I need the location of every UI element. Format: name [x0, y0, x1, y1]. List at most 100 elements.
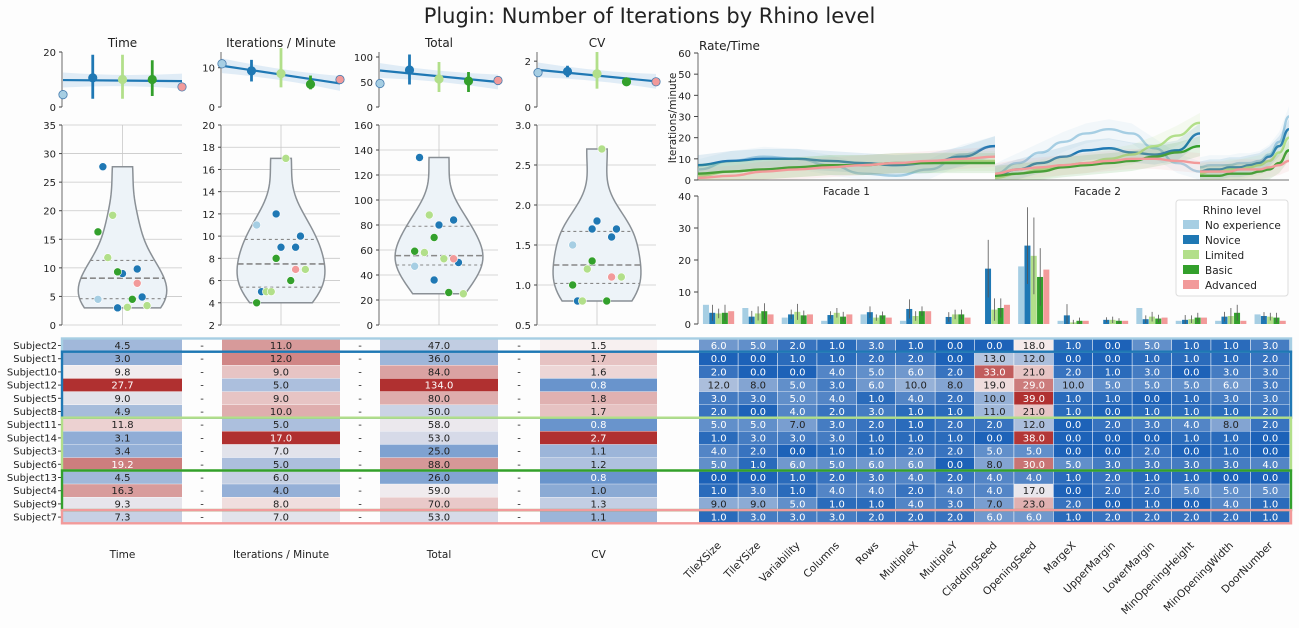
- heatmap-cell-value: 5.0: [1144, 341, 1160, 352]
- heatmap-cell-value: 0.0: [1184, 367, 1200, 378]
- point-marker: [533, 68, 543, 78]
- column-separator: -: [200, 381, 204, 392]
- heatmap-cell-value: 0.0: [1065, 433, 1081, 444]
- heatmap-cell-value: 8.0: [273, 499, 289, 510]
- heatmap-cell: [380, 484, 498, 497]
- heatmap-cell-value: 2.0: [908, 513, 924, 524]
- heatmap-cell-value: 11.0: [983, 407, 1005, 418]
- heatmap-cell: [935, 484, 975, 497]
- heatmap-cell-value: 18.0: [1023, 341, 1045, 352]
- heatmap-cell-value: 5.0: [750, 420, 766, 431]
- heatmap-cell-value: 6.0: [790, 460, 806, 471]
- heatmap-cell-value: 80.0: [428, 394, 450, 405]
- column-separator: -: [358, 433, 362, 444]
- heatmap-cell-value: 5.0: [1223, 486, 1239, 497]
- heatmap-cell-value: 39.0: [1023, 394, 1045, 405]
- column-separator: -: [517, 499, 521, 510]
- heatmap-cell-value: 0.0: [1065, 354, 1081, 365]
- heatmap-cell-value: 3.0: [1223, 460, 1239, 471]
- heatmap-cell-value: 88.0: [428, 460, 450, 471]
- heatmap-cell: [896, 418, 935, 431]
- heatmap-cell-value: 3.0: [1144, 420, 1160, 431]
- heatmap-cell: [738, 378, 778, 392]
- heatmap-cell: [1132, 352, 1172, 365]
- heatmap-cell: [935, 457, 975, 471]
- heatmap-cell: [974, 431, 1014, 445]
- heatmap-cell-value: 4.5: [115, 473, 131, 484]
- heatmap-cell: [540, 405, 657, 418]
- column-separator: -: [200, 367, 204, 378]
- heatmap-cell: [935, 444, 975, 458]
- y-tick-label: 20: [43, 48, 56, 59]
- heatmap-cell: [222, 378, 340, 392]
- y-tick-label: 6: [209, 277, 215, 288]
- heatmap-cell: [1014, 444, 1053, 458]
- point-marker: [335, 74, 345, 85]
- heatmap-cell-value: 3.0: [115, 354, 131, 365]
- point-marker: [276, 69, 286, 79]
- bar: [806, 314, 813, 324]
- subject-label: Subject12: [7, 381, 57, 392]
- heatmap-cell-value: 1.0: [1223, 354, 1239, 365]
- heatmap-cell: [63, 471, 182, 484]
- point-marker: [404, 65, 415, 75]
- subject-point: [587, 224, 597, 234]
- heatmap-cell-value: 5.0: [750, 341, 766, 352]
- heatmap-cell: [817, 510, 856, 524]
- rate-curve: [994, 132, 1201, 177]
- column-separator: -: [358, 460, 362, 471]
- heatmap-cell-value: 0.0: [1105, 433, 1121, 444]
- column-separator: -: [517, 420, 521, 431]
- heatmap-cell: [817, 484, 856, 497]
- heatmap-cell-value: 1.0: [790, 473, 806, 484]
- subject-point: [252, 298, 261, 308]
- heatmap-cell-value: 4.0: [829, 367, 845, 378]
- legend-swatch: [1183, 250, 1199, 259]
- heatmap-cell-value: 0.0: [1144, 433, 1160, 444]
- heatmap-cell-value: 1.2: [591, 460, 607, 471]
- heatmap-cell: [380, 378, 498, 392]
- column-separator: -: [358, 394, 362, 405]
- rate-band: [1200, 119, 1289, 180]
- heatmap-cell-value: 5.0: [1105, 381, 1121, 392]
- heatmap-cell-value: 3.0: [790, 433, 806, 444]
- subject-point: [587, 256, 597, 266]
- heatmap-cell: [1093, 431, 1132, 445]
- heatmap-cell: [699, 418, 738, 431]
- point-marker: [493, 75, 503, 86]
- heatmap-cell-value: 0.0: [711, 473, 727, 484]
- subject-point: [291, 242, 300, 252]
- heatmap-cell: [738, 391, 778, 405]
- bar: [846, 314, 853, 324]
- heatmap-cell: [1014, 431, 1053, 445]
- heatmap-cell-value: 1.0: [829, 341, 845, 352]
- heatmap-cell-value: 2.0: [829, 473, 845, 484]
- heatmap-cell-value: 1.0: [829, 499, 845, 510]
- column-separator: -: [517, 460, 521, 471]
- subject-point: [108, 210, 117, 220]
- subject-label: Subject8: [13, 407, 57, 418]
- y-tick-label: 30: [678, 113, 691, 124]
- heatmap-cell-value: 1.0: [1065, 407, 1081, 418]
- subject-point: [132, 278, 142, 288]
- legend-item-label: Basic: [1205, 265, 1233, 277]
- heatmap-cell-value: 3.0: [750, 513, 766, 524]
- bar: [1175, 320, 1182, 324]
- heatmap-cell: [817, 391, 856, 405]
- heatmap-cell-value: 11.0: [270, 341, 292, 352]
- heatmap-cell: [380, 365, 498, 379]
- heatmap-cell-value: 3.0: [829, 420, 845, 431]
- heatmap-cell: [222, 339, 340, 352]
- heatmap-column-label: MargeX: [1042, 540, 1079, 577]
- heatmap-cell: [817, 471, 856, 484]
- column-separator: -: [200, 433, 204, 444]
- heatmap-cell-value: 1.0: [1065, 513, 1081, 524]
- heatmap-cell: [1171, 339, 1211, 352]
- y-tick-label: 10: [678, 288, 691, 299]
- y-tick-label: 3.0: [515, 121, 531, 132]
- heatmap-cell-value: 10.0: [270, 407, 292, 418]
- bar: [715, 313, 722, 324]
- heatmap-cell: [540, 497, 657, 511]
- bar: [1254, 314, 1261, 324]
- heatmap-cell: [935, 510, 975, 524]
